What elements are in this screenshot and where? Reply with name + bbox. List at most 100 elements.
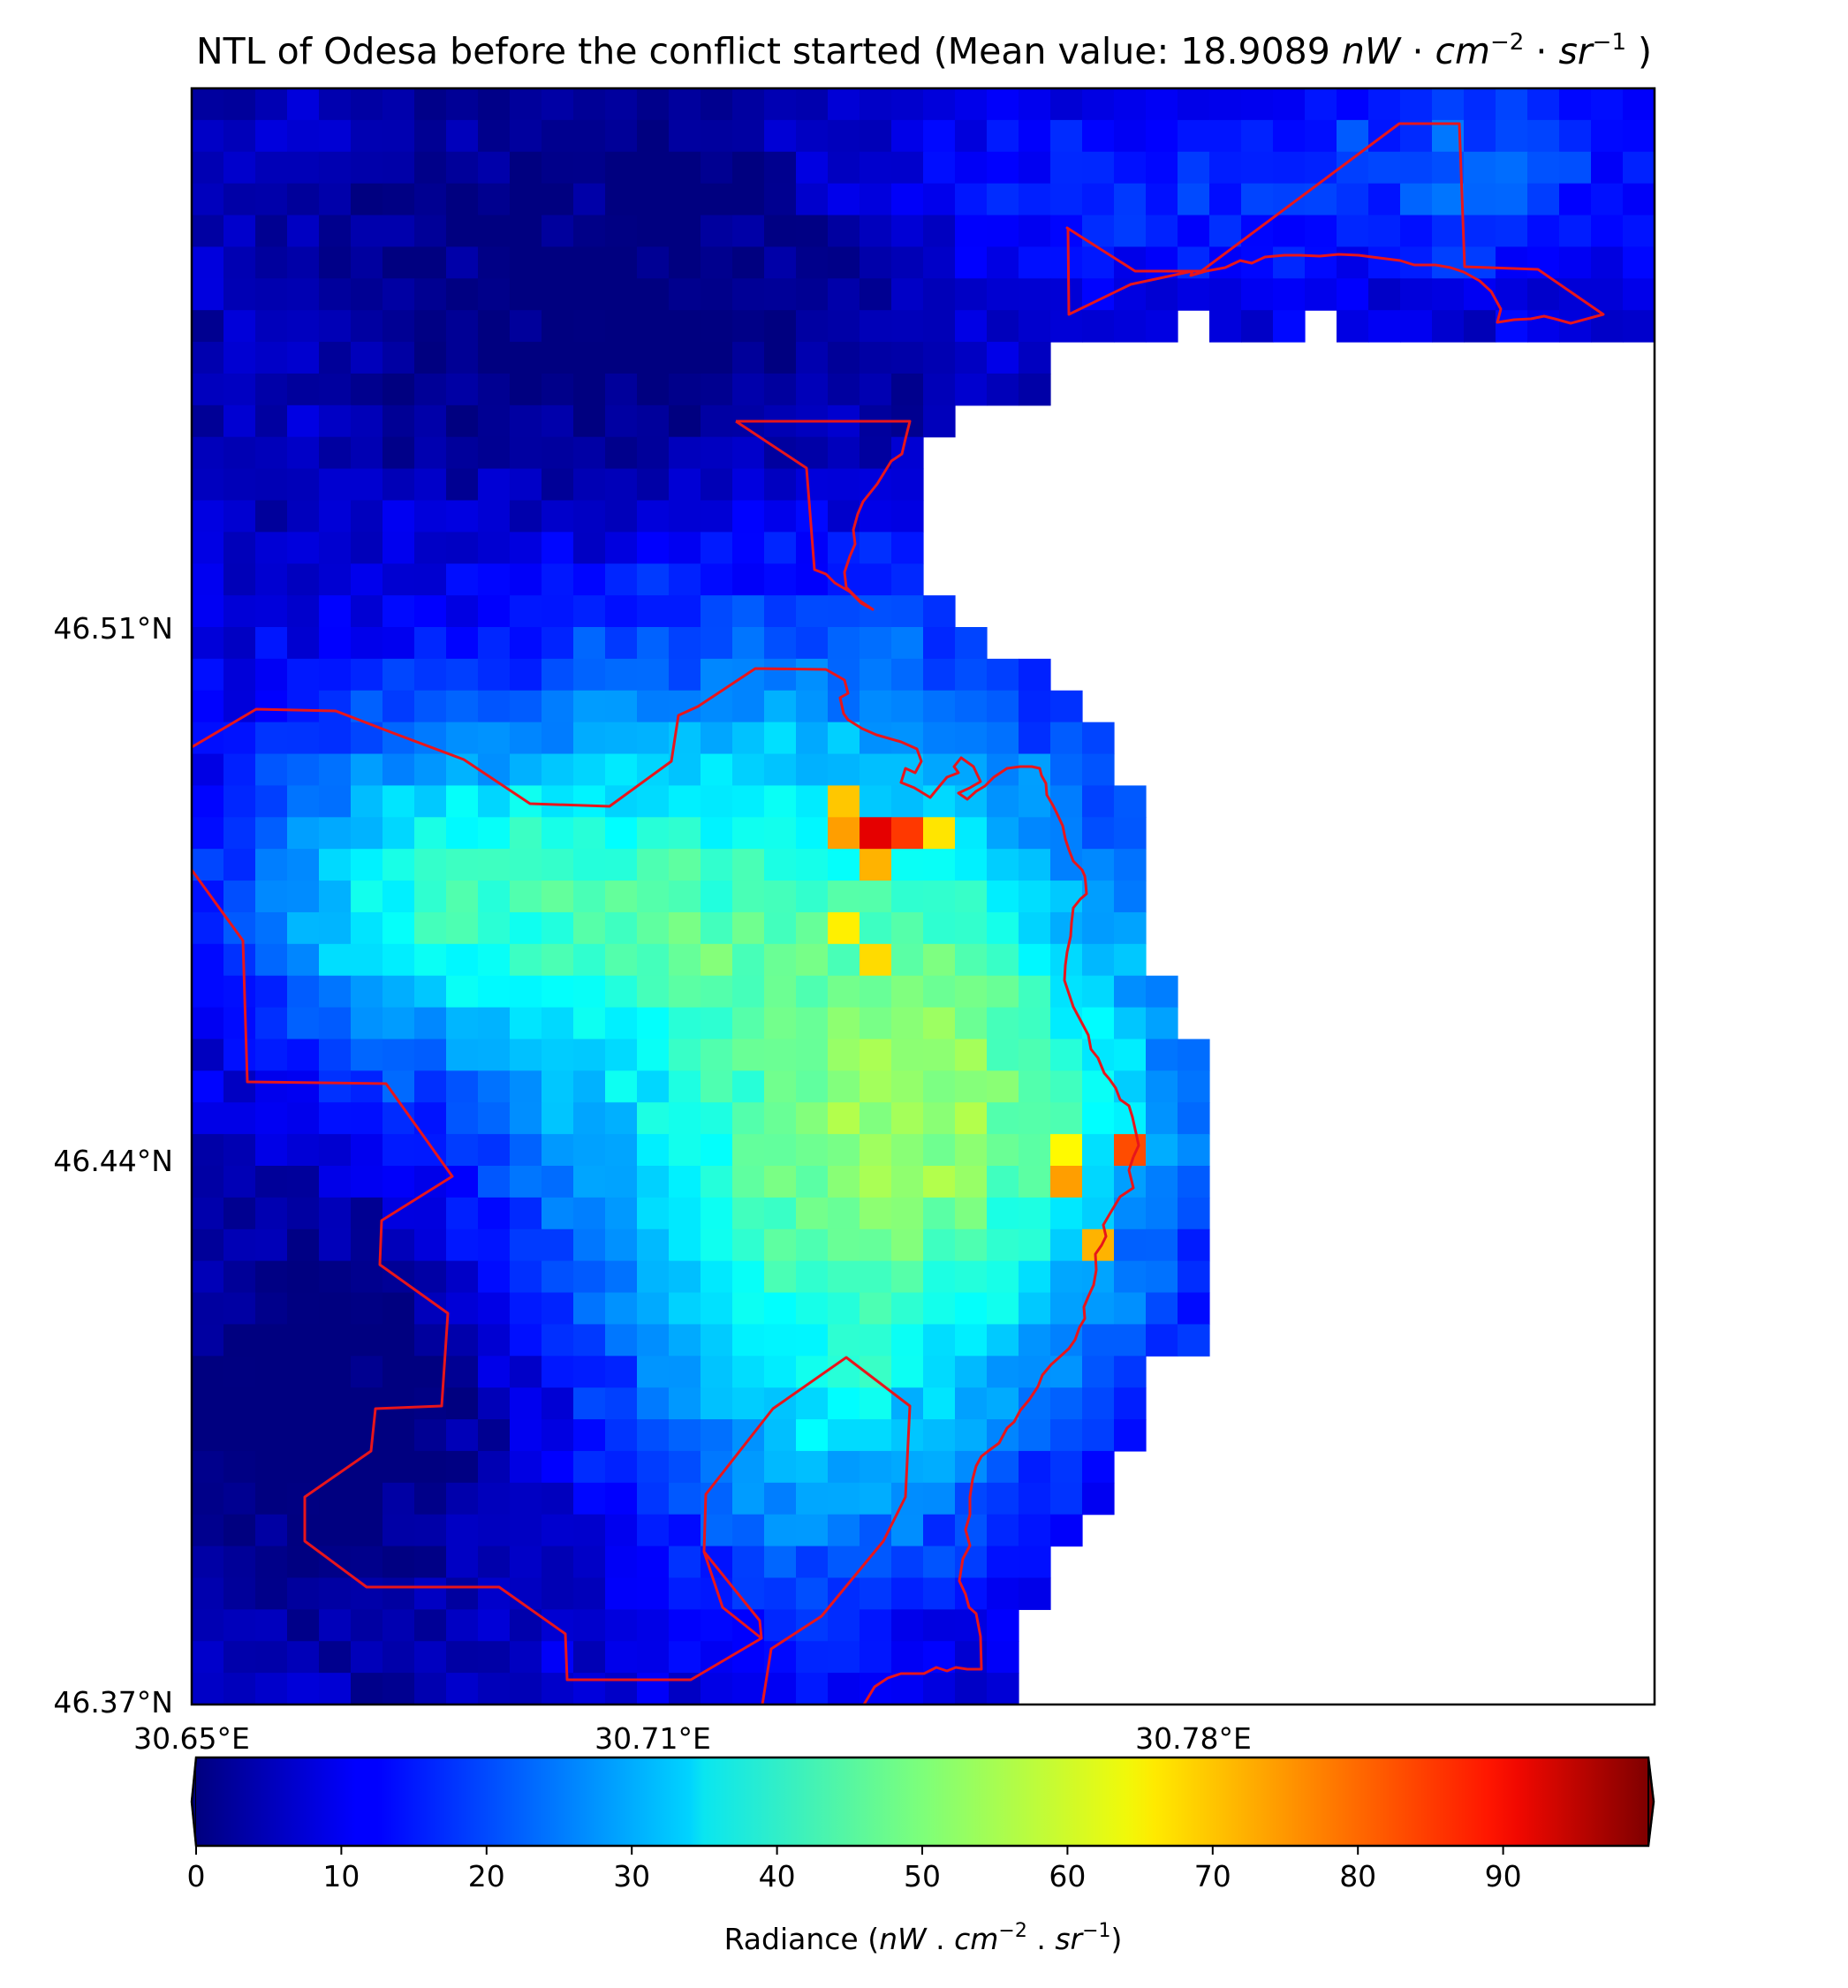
- radiance-cell: [732, 1292, 765, 1326]
- radiance-cell: [510, 183, 542, 216]
- radiance-cell: [1019, 975, 1051, 1009]
- radiance-cell: [764, 1450, 797, 1484]
- radiance-cell: [1368, 310, 1401, 343]
- radiance-cell: [255, 849, 288, 881]
- radiance-cell: [1082, 183, 1115, 216]
- radiance-cell: [446, 1450, 479, 1484]
- radiance-cell: [414, 1070, 447, 1103]
- radiance-cell: [255, 1007, 288, 1040]
- radiance-cell: [510, 278, 542, 311]
- radiance-cell: [701, 404, 733, 438]
- radiance-cell: [510, 532, 542, 564]
- radiance-cell: [223, 1673, 256, 1705]
- radiance-cell: [192, 436, 224, 470]
- radiance-cell: [223, 1292, 256, 1326]
- radiance-cell: [796, 1387, 829, 1420]
- radiance-cell: [637, 1039, 670, 1071]
- radiance-cell: [1400, 183, 1433, 216]
- radiance-cell: [1623, 88, 1655, 121]
- radiance-cell: [796, 785, 829, 818]
- radiance-cell: [351, 1450, 383, 1484]
- radiance-cell: [351, 342, 383, 374]
- radiance-cell: [478, 943, 511, 977]
- radiance-cell: [605, 1482, 638, 1516]
- radiance-cell: [351, 817, 383, 850]
- radiance-cell: [669, 1641, 701, 1674]
- radiance-cell: [414, 500, 447, 533]
- radiance-cell: [478, 1292, 511, 1326]
- radiance-cell: [701, 563, 733, 596]
- radiance-cell: [1146, 1324, 1178, 1357]
- radiance-cell: [510, 1292, 542, 1326]
- radiance-cell: [669, 595, 701, 628]
- radiance-cell: [510, 1482, 542, 1516]
- radiance-cell: [1082, 1419, 1115, 1452]
- radiance-cell: [860, 658, 892, 692]
- radiance-cell: [1464, 88, 1496, 121]
- radiance-cell: [414, 1673, 447, 1705]
- radiance-cell: [605, 1292, 638, 1326]
- radiance-cell: [1400, 310, 1433, 343]
- radiance-cell: [573, 753, 606, 787]
- radiance-cell: [319, 373, 352, 406]
- radiance-cell: [1019, 1514, 1051, 1547]
- radiance-cell: [669, 310, 701, 343]
- radiance-cell: [860, 849, 892, 881]
- radiance-cell: [891, 627, 924, 660]
- radiance-cell: [382, 1546, 415, 1579]
- radiance-cell: [1019, 722, 1051, 755]
- radiance-cell: [223, 278, 256, 311]
- radiance-cell: [478, 1166, 511, 1198]
- radiance-cell: [573, 1039, 606, 1071]
- radiance-cell: [319, 690, 352, 723]
- radiance-cell: [891, 1324, 924, 1357]
- radiance-cell: [287, 151, 320, 185]
- radiance-cell: [605, 943, 638, 977]
- radiance-cell: [955, 1419, 988, 1452]
- radiance-cell: [701, 183, 733, 216]
- colorbar-tick-label: 70: [1194, 1859, 1231, 1894]
- radiance-cell: [828, 1134, 860, 1167]
- radiance-cell: [542, 817, 574, 850]
- radiance-cell: [1019, 690, 1051, 723]
- radiance-cell: [351, 911, 383, 945]
- radiance-cell: [192, 310, 224, 343]
- radiance-cell: [955, 278, 988, 311]
- radiance-cell: [1273, 88, 1306, 121]
- radiance-cell: [192, 1039, 224, 1071]
- radiance-cell: [1082, 1482, 1115, 1516]
- radiance-cell: [1050, 1007, 1083, 1040]
- radiance-cell: [319, 532, 352, 564]
- radiance-cell: [891, 1673, 924, 1705]
- radiance-cell: [510, 722, 542, 755]
- radiance-cell: [192, 563, 224, 596]
- radiance-cell: [542, 563, 574, 596]
- radiance-cell: [732, 500, 765, 533]
- radiance-cell: [955, 215, 988, 248]
- radiance-cell: [510, 1387, 542, 1420]
- radiance-cell: [1050, 1197, 1083, 1230]
- radiance-cell: [1114, 1292, 1147, 1326]
- radiance-cell: [732, 785, 765, 818]
- radiance-cell: [351, 1514, 383, 1547]
- radiance-cell: [319, 310, 352, 343]
- radiance-cell: [605, 1356, 638, 1388]
- radiance-cell: [510, 1134, 542, 1167]
- radiance-cell: [637, 1450, 670, 1484]
- radiance-cell: [351, 1007, 383, 1040]
- radiance-cell: [414, 1450, 447, 1484]
- radiance-cell: [414, 1039, 447, 1071]
- radiance-cell: [796, 1641, 829, 1674]
- radiance-cell: [796, 1166, 829, 1198]
- radiance-cell: [732, 119, 765, 153]
- radiance-cell: [796, 468, 829, 502]
- radiance-cell: [414, 1641, 447, 1674]
- radiance-cell: [605, 658, 638, 692]
- radiance-cell: [605, 1673, 638, 1705]
- radiance-cell: [923, 1007, 956, 1040]
- radiance-cell: [414, 119, 447, 153]
- radiance-cell: [478, 881, 511, 913]
- radiance-cell: [446, 881, 479, 913]
- radiance-cell: [955, 1166, 988, 1198]
- radiance-cell: [1082, 849, 1115, 881]
